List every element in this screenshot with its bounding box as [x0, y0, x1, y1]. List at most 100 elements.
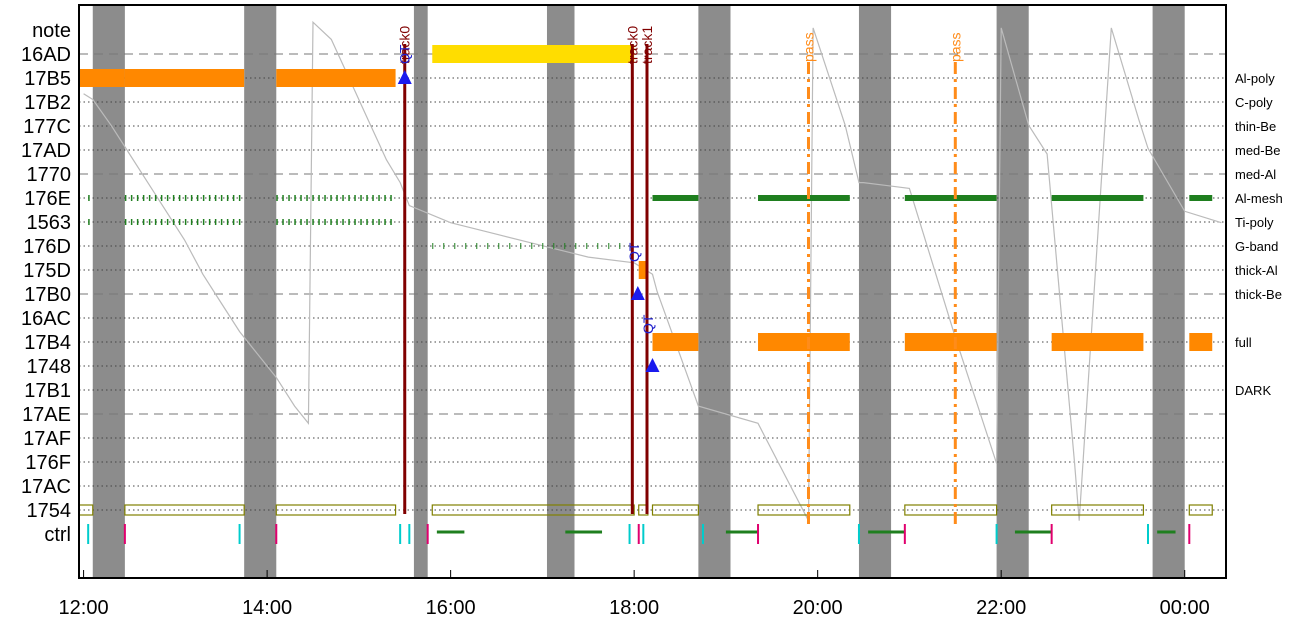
- right-label-G-band: G-band: [1235, 239, 1278, 254]
- y-label-16AD: 16AD: [21, 44, 71, 66]
- y-label-17B1: 17B1: [24, 380, 71, 402]
- y-label-ctrl: ctrl: [44, 524, 71, 546]
- hollow-bar-6: [757, 504, 851, 516]
- bar-17B4-7: [904, 333, 997, 351]
- x-label-2: 16:00: [426, 597, 476, 619]
- y-label-17B2: 17B2: [24, 92, 71, 114]
- right-label-med-Be: med-Be: [1235, 143, 1281, 158]
- right-label-Al-mesh: Al-mesh: [1235, 191, 1283, 206]
- hollow-bar-5: [651, 504, 699, 516]
- bar-17B4-6: [758, 333, 850, 351]
- bar-175D-4: [638, 261, 648, 279]
- y-axis-labels: note16AD17B517B2177C17AD1770176E1563176D…: [21, 20, 71, 546]
- bar-176E-12: [904, 195, 997, 201]
- track-label-0: track0: [397, 26, 413, 64]
- x-label-5: 22:00: [976, 597, 1026, 619]
- gray-band-1: [244, 5, 277, 578]
- gray-band-0: [92, 5, 125, 578]
- y-label-177C: 177C: [23, 116, 71, 138]
- x-label-6: 00:00: [1160, 597, 1210, 619]
- bar-176E-10: [652, 195, 699, 201]
- gray-band-3: [546, 5, 575, 578]
- gray-band-6: [996, 5, 1029, 578]
- triangle-marker-2: [645, 358, 660, 372]
- gray-bands: [92, 5, 1185, 578]
- y-label-17B5: 17B5: [24, 68, 71, 90]
- bar-176E-14: [1189, 195, 1213, 201]
- y-label-note: note: [32, 20, 71, 42]
- bar-17B5-3: [276, 69, 396, 87]
- right-label-med-Al: med-Al: [1235, 167, 1276, 182]
- x-label-1: 14:00: [242, 597, 292, 619]
- row-gridlines: [79, 53, 1226, 511]
- track-qt-label-0: QT: [397, 44, 413, 64]
- x-axis-labels: 12:00 14:00 16:00 18:00 20:00 22:00 00:00: [59, 570, 1210, 619]
- ctrl-row-marks: [87, 524, 1191, 544]
- y-label-1748: 1748: [27, 356, 72, 378]
- y-label-175D: 175D: [23, 260, 71, 282]
- tick-rows: [88, 195, 625, 249]
- right-label-DARK: DARK: [1235, 383, 1271, 398]
- pass-lines: pass pass: [800, 32, 963, 526]
- y-label-176D: 176D: [23, 236, 71, 258]
- triangle-markers: [397, 70, 660, 372]
- qt-label-0: QT: [626, 242, 642, 262]
- bar-17B5-2: [124, 69, 245, 87]
- hollow-bar-3: [431, 504, 635, 516]
- gray-band-5: [858, 5, 892, 578]
- hollow-bar-1: [124, 504, 245, 516]
- pass-label-0: pass: [800, 32, 816, 62]
- y-label-17AF: 17AF: [23, 428, 71, 450]
- bar-176E-13: [1051, 195, 1144, 201]
- right-label-Al-poly: Al-poly: [1235, 71, 1275, 86]
- y-label-176F: 176F: [25, 452, 71, 474]
- y-label-1770: 1770: [27, 164, 72, 186]
- x-label-0: 12:00: [59, 597, 109, 619]
- triangle-marker-1: [630, 286, 645, 300]
- hollow-bar-0: [78, 504, 94, 516]
- x-label-4: 20:00: [793, 597, 843, 619]
- y-label-1754: 1754: [27, 500, 72, 522]
- gray-band-2: [413, 5, 428, 578]
- plot-frame: [78, 4, 1227, 579]
- right-label-thick-Al: thick-Al: [1235, 263, 1278, 278]
- hollow-bar-8: [1051, 504, 1145, 516]
- y-label-17AD: 17AD: [21, 140, 71, 162]
- y-label-16AC: 16AC: [21, 308, 71, 330]
- track-label-2: track1: [639, 26, 655, 64]
- y-label-17B4: 17B4: [24, 332, 71, 354]
- right-label-thick-Be: thick-Be: [1235, 287, 1282, 302]
- gray-trace: [83, 20, 1222, 521]
- hollow-bar-9: [1188, 504, 1213, 516]
- right-labels: Al-poly C-poly thin-Be med-Be med-Al Al-mesh T…: [1235, 71, 1283, 398]
- track-label-1: track0: [624, 26, 640, 64]
- bar-176E-11: [758, 195, 850, 201]
- right-label-full: full: [1235, 335, 1252, 350]
- row-1754-hollow-bars: [78, 504, 1213, 516]
- gray-band-7: [1152, 5, 1185, 578]
- y-label-17AC: 17AC: [21, 476, 71, 498]
- bar-17B4-9: [1189, 333, 1213, 351]
- hollow-bar-7: [904, 504, 998, 516]
- row-bars: [79, 45, 1213, 351]
- bar-16AD-0: [432, 45, 635, 63]
- pass-label-1: pass: [947, 32, 963, 62]
- y-label-17AE: 17AE: [22, 404, 71, 426]
- bar-17B4-5: [652, 333, 699, 351]
- right-label-C-poly: C-poly: [1235, 95, 1273, 110]
- qt-label-1: QT: [640, 314, 656, 334]
- y-label-176E: 176E: [24, 188, 71, 210]
- bar-17B4-8: [1051, 333, 1144, 351]
- y-label-1563: 1563: [27, 212, 72, 234]
- gray-trace-line: [83, 20, 1222, 521]
- triangle-marker-0: [397, 70, 412, 84]
- right-label-Ti-poly: Ti-poly: [1235, 215, 1274, 230]
- gray-band-4: [698, 5, 731, 578]
- bar-17B5-1: [79, 69, 125, 87]
- hollow-bar-2: [275, 504, 397, 516]
- x-label-3: 18:00: [609, 597, 659, 619]
- y-label-17B0: 17B0: [24, 284, 71, 306]
- right-label-thin-Be: thin-Be: [1235, 119, 1276, 134]
